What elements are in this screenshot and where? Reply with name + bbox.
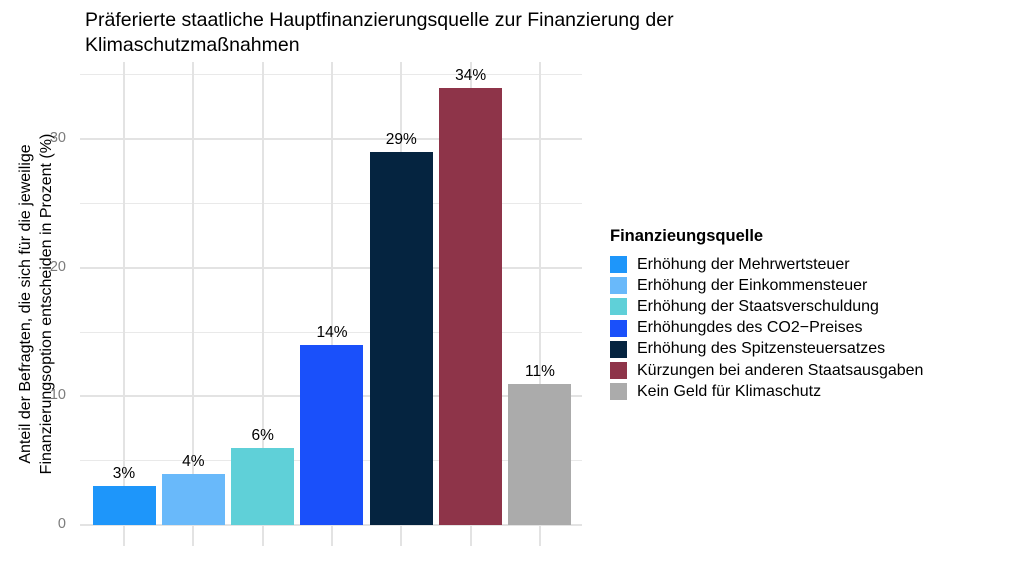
gridline-v-major xyxy=(330,62,333,546)
bar-7 xyxy=(508,383,572,525)
bar-value-label: 11% xyxy=(525,362,555,380)
legend-label: Kein Geld für Klimaschutz xyxy=(637,382,822,400)
legend-items: Erhöhung der Mehrwertsteuer Erhöhung der … xyxy=(610,254,923,402)
bar-value-label: 34% xyxy=(455,66,487,84)
bar-value-label: 4% xyxy=(182,452,205,470)
y-tick-label: 30 xyxy=(49,130,66,147)
bar-2 xyxy=(161,473,225,525)
legend-swatch-icon xyxy=(610,277,627,295)
legend: Finanzieungsquelle Erhöhung der Mehrwert… xyxy=(610,227,923,402)
legend-swatch-icon xyxy=(610,362,627,380)
plot-panel: 3% 4% 6% 14% 29% 34% 11% xyxy=(80,62,582,546)
legend-label: Kürzungen bei anderen Staatsausgaben xyxy=(637,361,924,379)
bar-4 xyxy=(300,344,364,525)
chart-title: Präferierte staatliche Hauptfinanzierung… xyxy=(85,9,674,56)
legend-swatch-icon xyxy=(610,256,627,274)
legend-item: Erhöhung der Einkommensteuer xyxy=(610,275,923,296)
legend-item: Erhöhung der Staatsverschuldung xyxy=(610,296,923,317)
legend-swatch-icon xyxy=(610,298,627,316)
legend-item: Erhöhung der Mehrwertsteuer xyxy=(610,254,923,275)
gridline-v-major xyxy=(123,62,125,546)
bar-1 xyxy=(92,486,156,525)
legend-label: Erhöhung der Mehrwertsteuer xyxy=(637,255,850,273)
legend-item: Kein Geld für Klimaschutz xyxy=(610,381,923,402)
bar-value-label: 14% xyxy=(316,323,348,341)
legend-swatch-icon xyxy=(610,319,627,337)
gridline-v-major xyxy=(261,62,264,546)
legend-label: Erhöhungdes des CO2−Preises xyxy=(637,319,863,337)
legend-item: Erhöhung des Spitzensteuersatzes xyxy=(610,339,923,360)
bar-6 xyxy=(439,87,503,525)
legend-swatch-icon xyxy=(610,340,627,358)
legend-title: Finanzieungsquelle xyxy=(610,227,764,245)
legend-label: Erhöhung der Staatsverschuldung xyxy=(637,297,879,315)
bar-5 xyxy=(369,152,433,525)
legend-label: Erhöhung der Einkommensteuer xyxy=(637,276,868,294)
bar-value-label: 6% xyxy=(251,426,274,444)
y-tick-label: 10 xyxy=(49,387,66,404)
y-tick-label: 20 xyxy=(49,258,66,275)
gridline-v-major xyxy=(538,62,541,546)
bar-3 xyxy=(231,447,295,525)
y-tick-label: 0 xyxy=(57,516,66,532)
y-axis-title: Anteil der Befragten, die sich für die j… xyxy=(17,133,55,475)
legend-item: Erhöhungdes des CO2−Preises xyxy=(610,318,923,339)
bar-value-label: 3% xyxy=(112,465,136,483)
gridline-v-major xyxy=(192,62,195,546)
legend-label: Erhöhung des Spitzensteuersatzes xyxy=(637,340,886,358)
legend-item: Kürzungen bei anderen Staatsausgaben xyxy=(610,360,923,381)
legend-swatch-icon xyxy=(610,383,627,401)
bar-value-label: 29% xyxy=(385,131,417,149)
